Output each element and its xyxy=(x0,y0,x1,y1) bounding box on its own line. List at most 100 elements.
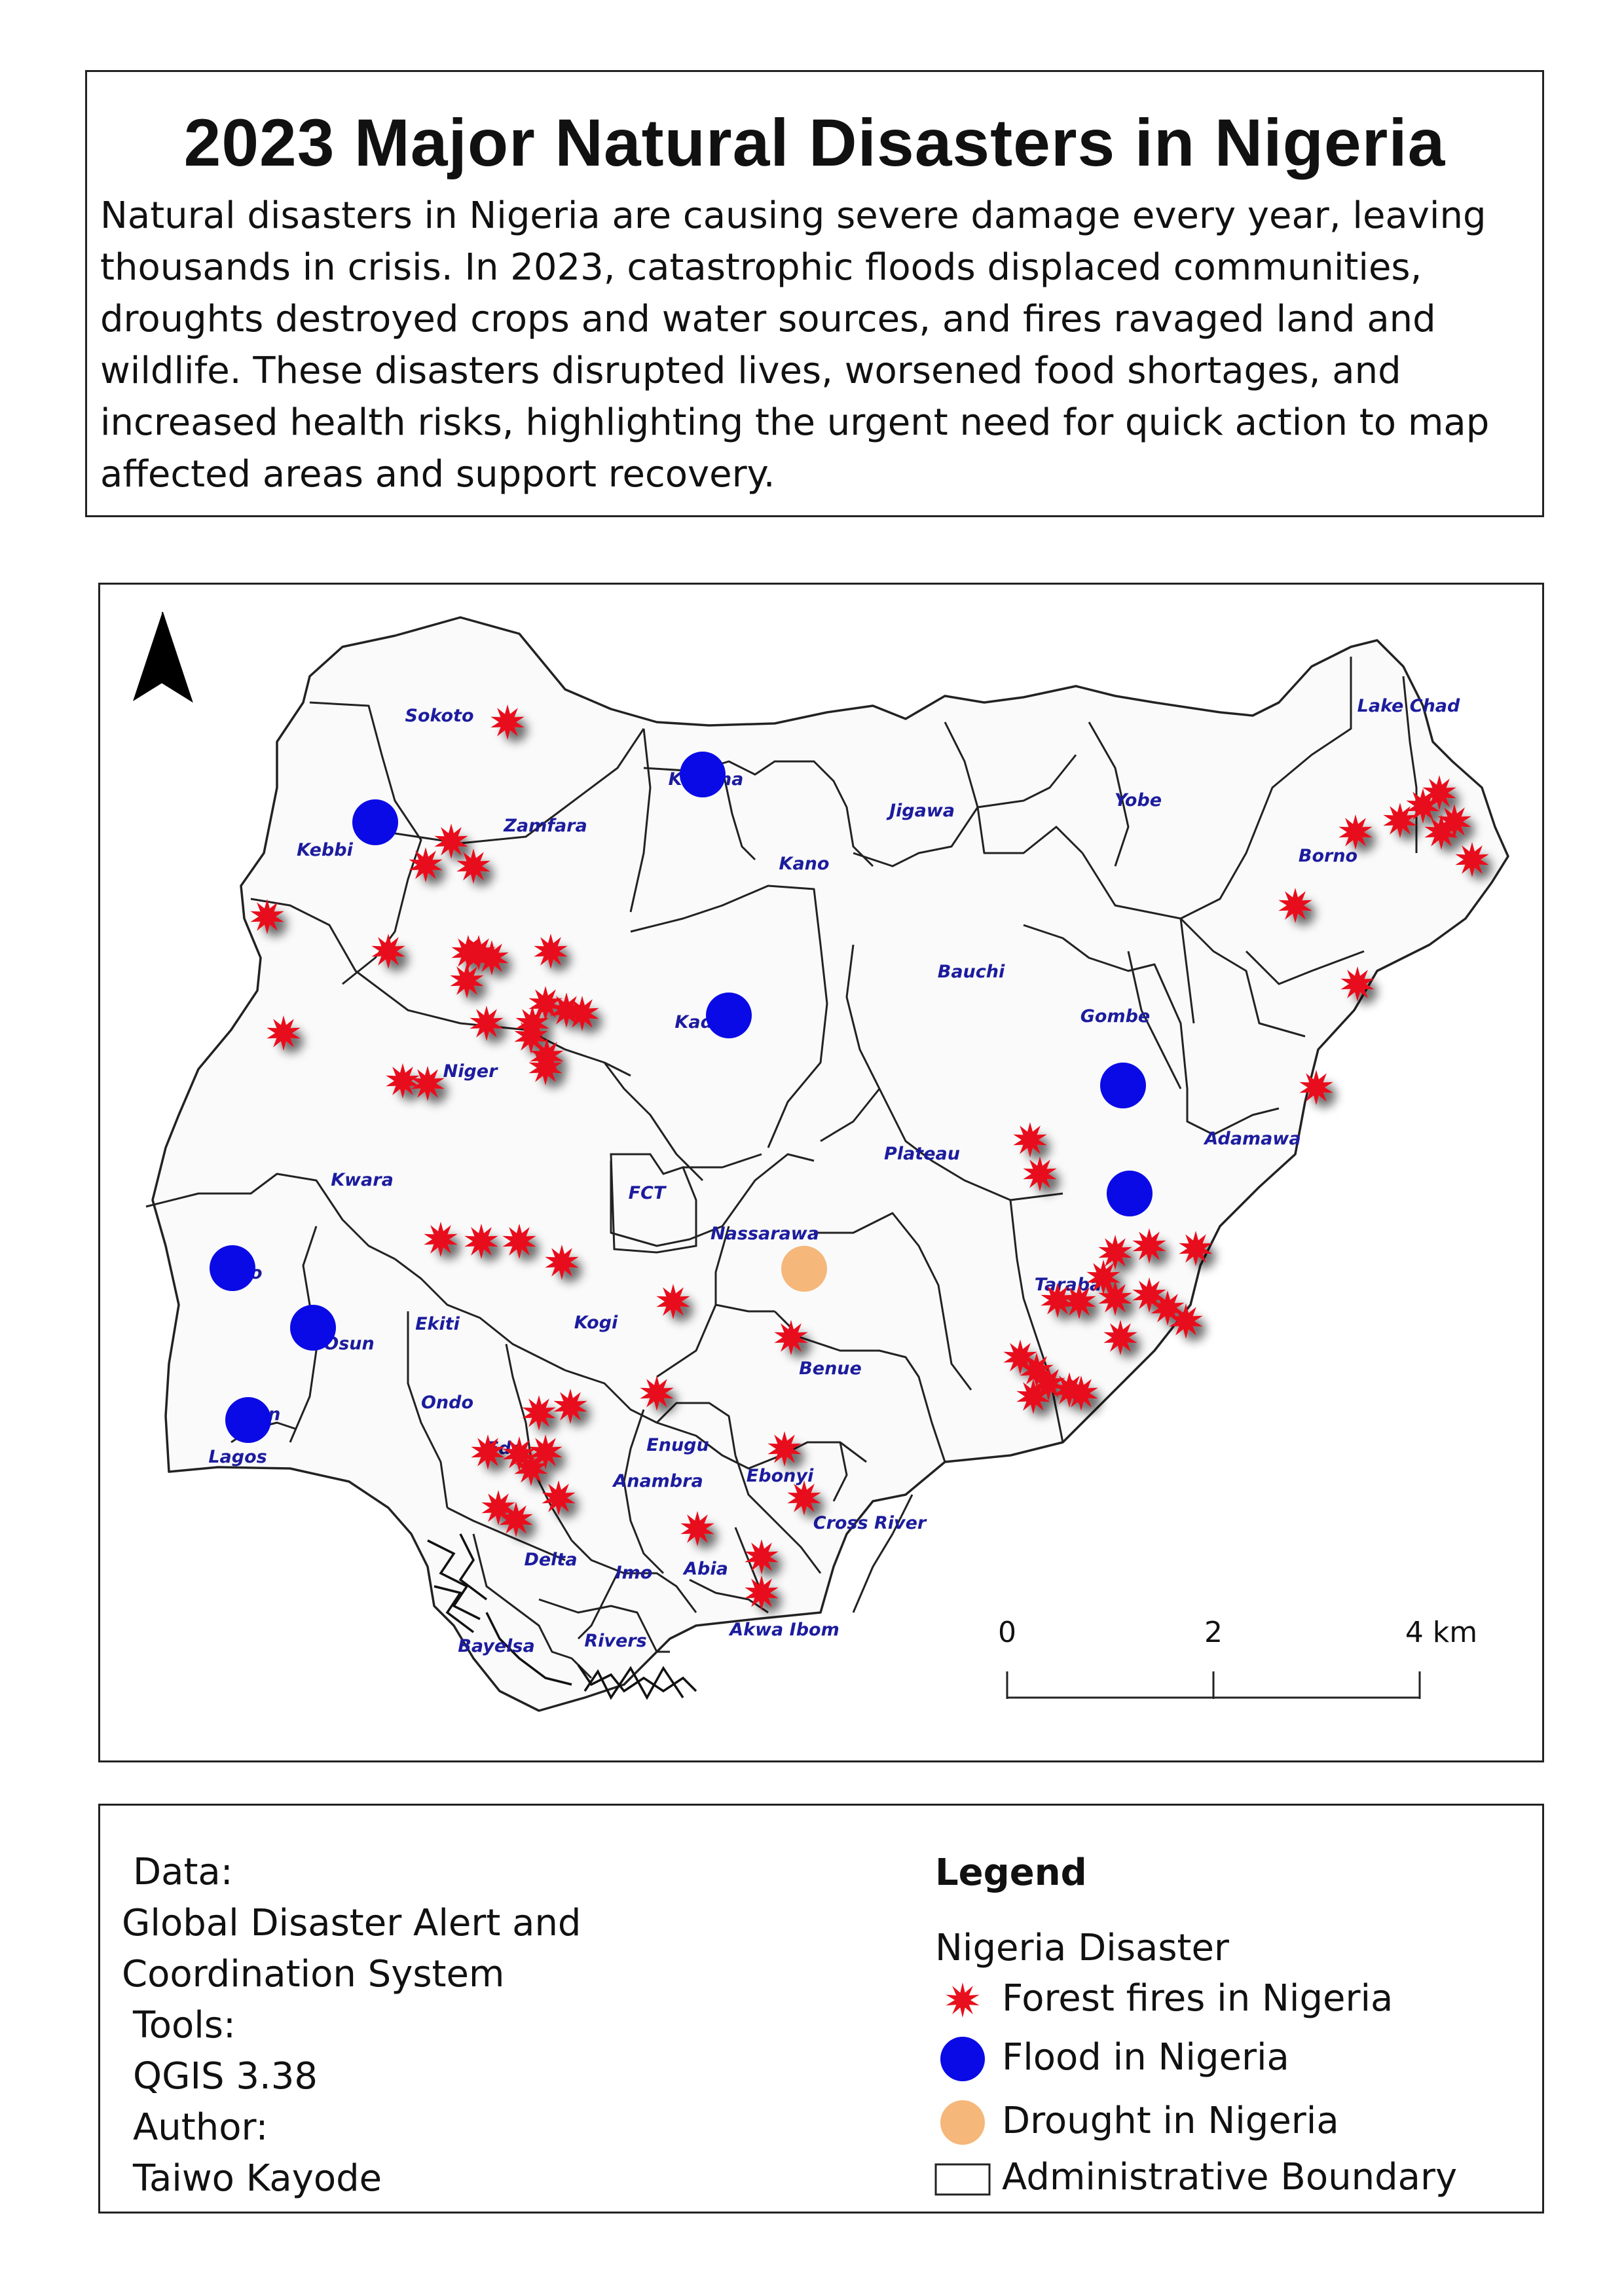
state-label: Ekiti xyxy=(415,1314,460,1334)
fire-marker xyxy=(250,899,284,934)
state-label: Plateau xyxy=(884,1144,960,1164)
fire-marker xyxy=(514,1019,548,1054)
map-title: 2023 Major Natural Disasters in Nigeria xyxy=(183,105,1446,180)
fire-marker xyxy=(528,1050,563,1085)
forest-fire-icon xyxy=(946,1982,980,2018)
state-label: Bauchi xyxy=(938,962,1005,982)
state-label: Lagos xyxy=(208,1447,267,1467)
legend-label-drought: Drought in Nigeria xyxy=(1002,2100,1339,2142)
fire-marker xyxy=(1151,1290,1185,1326)
fire-marker xyxy=(745,1539,779,1575)
fire-marker xyxy=(534,934,568,969)
flood-marker xyxy=(1100,1063,1146,1108)
fire-marker xyxy=(386,1063,420,1099)
fire-marker xyxy=(1062,1284,1096,1319)
fire-marker xyxy=(456,848,490,884)
fire-marker xyxy=(774,1320,808,1355)
state-label: Taraba xyxy=(1035,1275,1102,1295)
fire-marker xyxy=(1437,804,1471,839)
fire-marker xyxy=(1383,803,1417,838)
info-panel: Data: Global Disaster Alert and Coordina… xyxy=(98,1804,1544,2214)
state-label: Jigawa xyxy=(886,801,955,821)
fire-marker xyxy=(656,1284,690,1319)
fire-marker xyxy=(1020,1353,1054,1388)
fire-marker xyxy=(499,1502,533,1537)
fire-marker xyxy=(371,934,405,969)
state-label: Kano xyxy=(779,854,830,874)
flood-marker xyxy=(290,1305,336,1351)
fire-marker xyxy=(1003,1339,1037,1375)
scale-tick-2: 2 xyxy=(1204,1616,1223,1649)
fire-marker xyxy=(1406,788,1440,824)
scale-tick-0: 0 xyxy=(998,1616,1016,1649)
fire-marker xyxy=(1016,1379,1050,1414)
fire-marker xyxy=(470,1006,504,1041)
fire-marker xyxy=(464,1224,498,1259)
fire-markers xyxy=(250,704,1489,1611)
flood-marker xyxy=(1107,1171,1153,1216)
state-label: Gombe xyxy=(1080,1006,1150,1027)
state-label: FCT xyxy=(629,1183,667,1203)
north-arrow-icon xyxy=(133,611,193,703)
state-label: Adamawa xyxy=(1203,1129,1301,1149)
legend-label-boundary: Administrative Boundary xyxy=(1002,2156,1458,2198)
fire-marker xyxy=(1340,966,1375,1002)
fire-marker xyxy=(481,1490,515,1525)
fire-marker xyxy=(522,1395,556,1430)
state-label: Akwa Ibom xyxy=(728,1620,839,1640)
state-label: Bayelsa xyxy=(458,1636,534,1656)
legend-label-fire: Forest fires in Nigeria xyxy=(1002,1977,1393,2020)
legend-title: Legend xyxy=(935,1851,1087,1894)
flood-marker xyxy=(210,1245,255,1291)
state-label: Zamfara xyxy=(503,816,587,836)
state-label: Nassarawa xyxy=(710,1224,819,1244)
delta-creeks xyxy=(427,1533,697,1700)
fire-marker xyxy=(515,1006,549,1041)
fire-marker xyxy=(1132,1228,1166,1264)
nigeria-outline xyxy=(151,616,1509,1712)
fire-marker xyxy=(451,935,485,970)
fire-marker xyxy=(1023,1156,1057,1192)
drought-markers xyxy=(781,1246,827,1292)
state-labels: SokotoKatsinaKebbiZamfaraJigawaYobeLake … xyxy=(208,696,1460,1656)
fire-marker xyxy=(424,1222,458,1257)
fire-marker xyxy=(450,963,484,998)
tools-heading: Tools: xyxy=(133,2004,236,2047)
data-heading: Data: xyxy=(133,1851,233,1893)
fct-boundary xyxy=(610,1153,697,1254)
map-frame: SokotoKatsinaKebbiZamfaraJigawaYobeLake … xyxy=(98,583,1544,1762)
state-label: Kwara xyxy=(331,1170,394,1190)
state-label: Sokoto xyxy=(405,706,474,726)
author-heading: Author: xyxy=(133,2106,268,2149)
flood-markers xyxy=(210,752,1153,1443)
fire-marker xyxy=(528,1434,563,1470)
state-label: Kebbi xyxy=(297,840,353,860)
fire-marker xyxy=(1424,814,1458,850)
flood-icon xyxy=(940,2037,985,2081)
fire-marker xyxy=(267,1015,301,1051)
nigeria-map: SokotoKatsinaKebbiZamfaraJigawaYobeLake … xyxy=(133,611,1509,1712)
flood-marker xyxy=(225,1397,271,1443)
fire-marker xyxy=(514,1451,548,1486)
legend-item-flood: Flood in Nigeria xyxy=(933,2033,1522,2085)
data-source-line1: Global Disaster Alert and xyxy=(122,1902,581,1944)
boundary-icon xyxy=(934,2163,991,2196)
legend-label-flood: Flood in Nigeria xyxy=(1002,2036,1289,2079)
state-label: Yobe xyxy=(1115,790,1162,811)
fire-marker xyxy=(1013,1122,1047,1157)
state-label: Cross River xyxy=(813,1513,927,1533)
fire-marker xyxy=(1041,1283,1075,1318)
fire-marker xyxy=(471,1434,505,1470)
state-label: Ebonyi xyxy=(747,1466,814,1486)
fire-marker xyxy=(565,996,599,1031)
flood-marker xyxy=(352,799,398,845)
state-label: Imo xyxy=(616,1563,653,1583)
fire-marker xyxy=(1031,1366,1065,1401)
flood-marker xyxy=(706,993,752,1038)
fire-marker xyxy=(434,824,468,859)
legend-item-boundary: Administrative Boundary xyxy=(933,2153,1522,2205)
legend-item-fire: Forest fires in Nigeria xyxy=(933,1974,1522,2026)
state-label: Benue xyxy=(799,1358,862,1379)
fire-marker xyxy=(409,847,443,883)
scale-bar xyxy=(1006,1671,1421,1699)
